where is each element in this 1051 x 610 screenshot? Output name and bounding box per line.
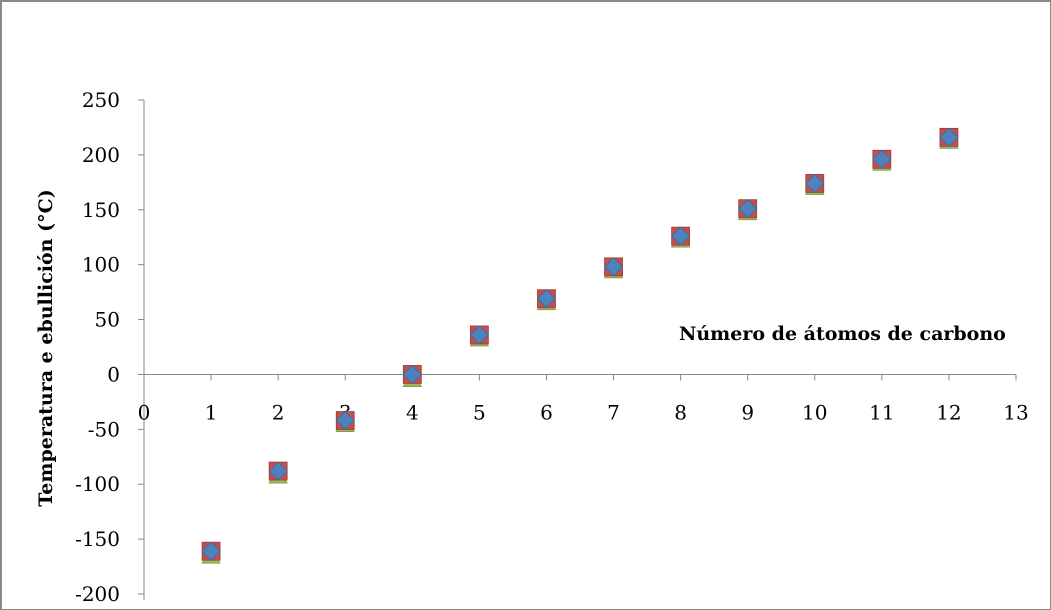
diamond-marker	[201, 541, 221, 561]
x-tick-label: 11	[869, 400, 894, 424]
x-tick-label: 13	[1003, 400, 1028, 424]
diamond-marker	[738, 199, 758, 219]
y-tick-label: 50	[95, 308, 120, 332]
diamond-marker	[872, 149, 892, 169]
diamond-marker	[671, 226, 691, 246]
y-axis-title: Temperatura e ebullición (°C)	[35, 189, 57, 506]
diamond-marker	[402, 364, 422, 385]
x-tick-label: 7	[607, 400, 620, 424]
diamond-marker	[268, 461, 288, 481]
y-tick-label: -100	[75, 472, 120, 496]
diamond-marker	[335, 410, 355, 431]
x-tick-label: 5	[473, 400, 486, 424]
x-tick-label: 2	[272, 400, 285, 424]
y-tick-label: 0	[107, 362, 120, 386]
x-tick-label: 6	[540, 400, 553, 424]
y-tick-label: 100	[82, 253, 120, 277]
x-tick-label: 8	[674, 400, 687, 424]
axes-layer	[143, 100, 1016, 600]
y-tick-label: -150	[75, 527, 120, 551]
diamond-marker	[603, 257, 624, 277]
y-tick-label: 250	[82, 88, 120, 112]
x-tick-label: 4	[406, 400, 419, 424]
x-axis-title: Número de átomos de carbono	[679, 323, 1006, 345]
x-tick-label: 10	[802, 400, 827, 424]
diamond-marker	[469, 325, 489, 345]
y-tick-label: -200	[75, 582, 120, 606]
diamond-marker	[939, 127, 959, 147]
ticks-layer: 250200150100500-50-100-150-2000123456789…	[75, 88, 1029, 606]
y-tick-label: -50	[88, 417, 120, 441]
diamond-marker	[536, 289, 557, 309]
x-tick-label: 0	[138, 400, 151, 424]
diamond-marker	[805, 173, 825, 193]
x-tick-label: 12	[936, 400, 961, 424]
marks-layer	[201, 127, 959, 564]
y-tick-label: 200	[82, 143, 120, 167]
x-tick-label: 1	[205, 400, 218, 424]
x-tick-label: 9	[741, 400, 754, 424]
y-tick-label: 150	[82, 198, 120, 222]
